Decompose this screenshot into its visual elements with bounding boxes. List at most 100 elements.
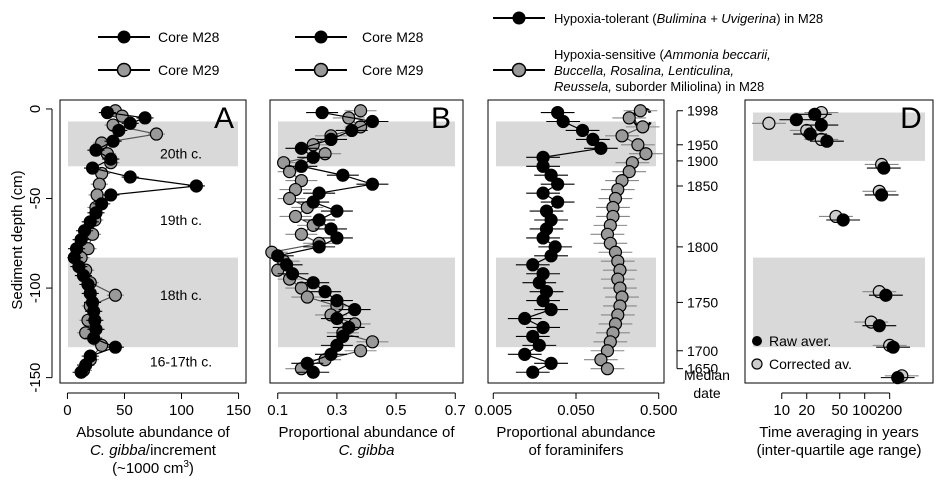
shaded-band [68, 121, 238, 167]
x-tick-label: 0.005 [475, 402, 513, 419]
shaded-band [753, 112, 925, 161]
data-point [282, 191, 297, 206]
data-point [631, 138, 645, 152]
data-point [365, 335, 380, 349]
x-axis-label-rest: /increment [146, 442, 217, 459]
data-point [879, 288, 893, 302]
data-point [282, 165, 297, 179]
legend-left-m29-marker [116, 62, 132, 78]
x-axis-label-2: C. gibba/increment [90, 442, 217, 459]
data-point [345, 123, 359, 138]
y-axis-label: Sediment depth (cm) [9, 170, 26, 309]
legend-left-m29-label: Core M29 [158, 62, 220, 78]
data-point [306, 276, 320, 290]
data-point [544, 302, 558, 317]
data-point [622, 165, 636, 179]
x-axis-label: Time averaging in years [759, 424, 919, 441]
data-point [336, 329, 350, 344]
x-tick-label: 0.500 [640, 402, 678, 419]
x-axis-label: Absolute abundance of [76, 424, 230, 441]
data-point [324, 347, 338, 361]
x-tick-label: 0.5 [386, 402, 407, 419]
date-label: 1900 [687, 153, 718, 169]
date-label: 1998 [687, 103, 718, 119]
panel-A: 20th c. 19th c. 18th c. 16-17th c. A 0 50 100 15… [59, 99, 251, 477]
data-point [330, 231, 344, 245]
data-point [104, 152, 118, 166]
data-point [633, 104, 647, 118]
data-point [85, 161, 100, 175]
panel-frame [487, 99, 665, 384]
data-point [294, 159, 308, 173]
series-primary [67, 105, 205, 379]
data-point [532, 338, 546, 352]
data-point [536, 231, 550, 245]
band-label: 16-17th c. [150, 354, 212, 370]
data-point [536, 186, 550, 200]
data-point [836, 213, 850, 227]
data-point [123, 170, 137, 184]
data-point [312, 213, 326, 227]
data-point [277, 156, 291, 170]
legend-d-corrected-marker [751, 358, 763, 370]
legend-right-tolerant-label: Hypoxia-tolerant (Bulimina + Uvigerina) … [554, 11, 823, 26]
data-point [544, 249, 558, 263]
data-point [600, 362, 615, 376]
x-tick-label: 50 [831, 402, 848, 419]
y-tick-label: -150 [27, 363, 44, 393]
data-point [518, 311, 532, 326]
data-point [536, 294, 550, 308]
data-point [891, 371, 905, 385]
data-point [89, 143, 103, 157]
x-tick-label: 0.1 [267, 402, 288, 419]
date-label: 1800 [687, 239, 718, 255]
data-point [551, 195, 565, 209]
data-point [74, 365, 88, 379]
legend-right-sensitive-label-3: Reussela, suborder Miliolina) in M28 [554, 79, 764, 94]
data-point [586, 132, 600, 147]
data-point [575, 123, 590, 138]
panel-frame [744, 99, 934, 384]
data-point [271, 249, 285, 263]
x-tick-label: 50 [116, 402, 133, 419]
legend-left-m28-marker [117, 30, 131, 44]
data-point [353, 344, 368, 358]
data-point [106, 134, 120, 148]
x-tick-label: 100 [852, 402, 877, 419]
x-tick-label: 0.3 [326, 402, 347, 419]
x-tick-label: 0 [63, 402, 71, 419]
data-point [104, 188, 118, 202]
data-point [318, 147, 332, 161]
data-point [108, 288, 122, 302]
data-point [639, 147, 653, 161]
data-point [808, 107, 822, 121]
data-point [336, 168, 350, 182]
x-axis-label-2: of foraminifers [528, 442, 623, 459]
data-point [312, 186, 326, 200]
data-point [544, 356, 558, 370]
data-point [306, 195, 320, 209]
data-point [615, 129, 629, 143]
data-point [526, 258, 540, 272]
legend-d-raw-label: Raw aver. [769, 333, 831, 349]
data-point [138, 111, 152, 125]
data-point [87, 331, 101, 345]
data-point [318, 285, 332, 299]
panel-letter: B [431, 102, 451, 135]
panels: 20th c.19th c.18th c.16-17th c.A0 50 100 15… [59, 99, 934, 477]
data-point [622, 111, 636, 125]
panel-letter: D [900, 102, 922, 135]
legend-middle: Core M28 Core M29 [295, 29, 424, 78]
data-point [551, 177, 565, 191]
x-axis-label: Proportional abundance [496, 424, 655, 441]
legend-middle-m29-label: Core M29 [362, 62, 424, 78]
data-point [872, 319, 886, 333]
x-axis-label-2: (inter-quartile age range) [756, 442, 921, 459]
data-point [330, 338, 344, 352]
x-axis-label-3a: (~1000 cm [112, 460, 183, 477]
data-point [294, 281, 308, 295]
data-point [348, 302, 362, 317]
data-point [820, 134, 834, 148]
data-point [288, 182, 303, 197]
